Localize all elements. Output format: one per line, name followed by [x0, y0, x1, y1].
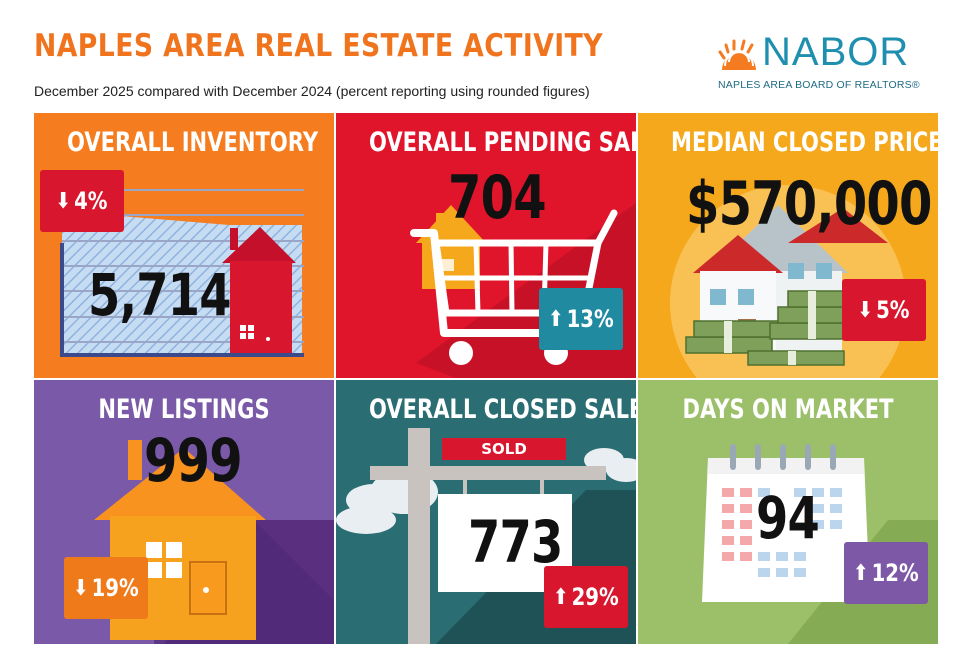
change-badge: ⬆ 12%	[844, 542, 928, 604]
metric-value: $570,000	[686, 169, 932, 239]
change-badge: ⬇ 5%	[842, 279, 926, 341]
stats-grid: OVERALL INVENTORY ⬇ 4% 5,714 OVERALL PEND…	[34, 113, 938, 644]
panel-title: OVERALL CLOSED SALES	[369, 394, 636, 425]
panel-title: DAYS ON MARKET	[682, 394, 894, 425]
panel-overall-pending-sales: OVERALL PENDING SALES 704 ⬆13%	[336, 113, 636, 378]
change-value: 12%	[871, 559, 919, 587]
panel-overall-inventory: OVERALL INVENTORY ⬇ 4% 5,714	[34, 113, 334, 378]
panel-title: OVERALL PENDING SALES	[369, 127, 636, 158]
sold-sign-label: SOLD	[481, 440, 527, 458]
panel-new-listings: NEW LISTINGS 999 ⬇ 19%	[34, 380, 334, 644]
page-subtitle: December 2025 compared with December 202…	[34, 83, 590, 99]
panel-overall-closed-sales: SOLD OVERALL CLOSED SALES 773 ⬆ 29%	[336, 380, 636, 644]
panel-median-closed-price: MEDIAN CLOSED PRICE $570,000 ⬇ 5%	[638, 113, 938, 378]
metric-value: 999	[144, 426, 243, 496]
change-badge: ⬇ 19%	[64, 557, 148, 619]
logo-tagline: NAPLES AREA BOARD OF REALTORS®	[718, 79, 920, 91]
down-arrow-icon: ⬇	[56, 188, 72, 214]
panel-title: NEW LISTINGS	[98, 394, 270, 425]
change-badge: ⬆ 13%	[539, 288, 623, 350]
change-value: 29%	[571, 583, 619, 611]
change-badge: ⬆ 29%	[544, 566, 628, 628]
inventory-house-illustration	[60, 189, 304, 357]
change-value: 19%	[91, 574, 139, 602]
logo-wordmark: NABOR	[762, 30, 910, 74]
metric-value: 5,714	[88, 261, 232, 329]
metric-value: 704	[448, 163, 547, 233]
panel-title: OVERALL INVENTORY	[67, 127, 319, 158]
down-arrow-icon: ⬇	[858, 297, 874, 323]
down-arrow-icon: ⬇	[73, 575, 89, 601]
house-illustration	[94, 440, 334, 644]
change-value: 13%	[566, 305, 614, 333]
metric-value: 94	[756, 484, 820, 552]
up-arrow-icon: ⬆	[548, 306, 564, 332]
panel-title: MEDIAN CLOSED PRICE	[671, 127, 938, 158]
change-value: 4%	[74, 187, 108, 215]
up-arrow-icon: ⬆	[853, 560, 869, 586]
page-title: NAPLES AREA REAL ESTATE ACTIVITY	[34, 28, 603, 64]
metric-value: 773	[468, 508, 563, 576]
nabor-logo: NABOR NAPLES AREA BOARD OF REALTORS®	[718, 30, 933, 94]
sun-logo-icon	[718, 39, 756, 70]
panel-days-on-market: DAYS ON MARKET 94 ⬆ 12%	[638, 380, 938, 644]
up-arrow-icon: ⬆	[553, 584, 569, 610]
change-value: 5%	[876, 296, 910, 324]
change-badge: ⬇ 4%	[40, 170, 124, 232]
